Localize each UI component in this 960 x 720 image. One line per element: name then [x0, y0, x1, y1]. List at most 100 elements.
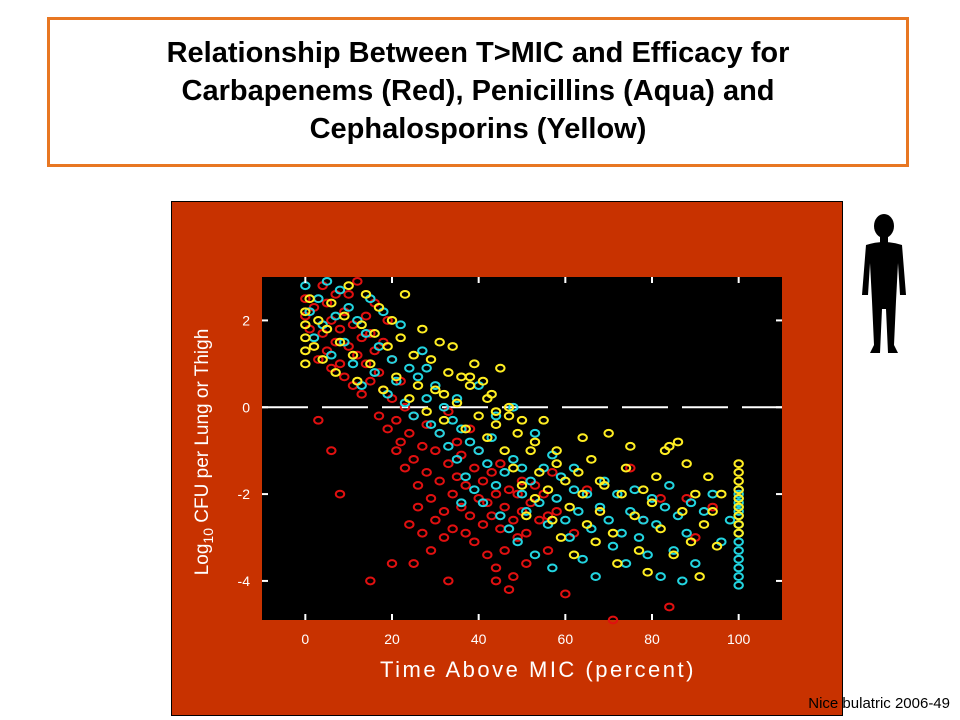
data-point-cephalosporins — [308, 342, 320, 351]
data-point-penicillins — [425, 420, 437, 430]
data-point-cephalosporins — [594, 507, 606, 516]
data-point-carbapenems — [447, 524, 458, 534]
data-point-penicillins — [469, 485, 480, 495]
data-point-penicillins — [456, 424, 467, 434]
data-point-carbapenems — [399, 402, 411, 412]
y-tick-label: -2 — [238, 486, 251, 502]
data-point-cephalosporins — [434, 337, 445, 347]
y-tick-label: 2 — [242, 312, 250, 328]
data-point-penicillins — [304, 307, 315, 317]
data-point-carbapenems — [404, 520, 415, 529]
data-point-penicillins — [733, 563, 744, 573]
data-point-cephalosporins — [300, 320, 311, 330]
data-point-carbapenems — [490, 576, 502, 586]
data-point-cephalosporins — [300, 359, 311, 369]
data-point-penicillins — [516, 489, 528, 499]
data-point-penicillins — [655, 572, 666, 581]
data-point-penicillins — [681, 528, 692, 538]
data-point-carbapenems — [477, 520, 489, 529]
data-point-carbapenems — [382, 424, 393, 434]
data-point-cephalosporins — [516, 481, 528, 490]
data-point-penicillins — [603, 515, 614, 525]
data-point-carbapenems — [560, 589, 571, 599]
data-point-carbapenems — [464, 511, 476, 521]
data-point-penicillins — [508, 454, 519, 464]
data-point-cephalosporins — [399, 289, 411, 299]
data-point-cephalosporins — [395, 333, 406, 343]
data-point-penicillins — [321, 276, 333, 286]
y-axis-label-prefix: Log — [192, 544, 213, 576]
data-point-cephalosporins — [373, 302, 385, 312]
data-point-cephalosporins — [508, 463, 519, 473]
data-point-cephalosporins — [542, 485, 554, 495]
data-point-cephalosporins — [499, 446, 510, 456]
data-point-cephalosporins — [352, 376, 363, 386]
data-point-carbapenems — [386, 559, 398, 568]
data-point-cephalosporins — [547, 515, 558, 525]
data-point-penicillins — [473, 446, 484, 456]
data-point-cephalosporins — [326, 298, 337, 308]
data-point-carbapenems — [352, 350, 363, 360]
data-point-penicillins — [499, 467, 510, 477]
data-point-penicillins — [434, 428, 445, 438]
data-point-carbapenems — [482, 550, 493, 560]
data-point-cephalosporins — [733, 467, 744, 477]
data-point-carbapenems — [625, 463, 636, 473]
data-point-penicillins — [464, 437, 476, 447]
data-point-cephalosporins — [378, 385, 389, 395]
data-point-carbapenems — [443, 576, 454, 586]
data-point-carbapenems — [417, 441, 428, 451]
data-point-carbapenems — [425, 494, 437, 503]
data-point-cephalosporins — [304, 294, 315, 304]
data-point-penicillins — [456, 498, 467, 508]
data-point-penicillins — [421, 394, 432, 403]
data-point-cephalosporins — [369, 329, 380, 338]
data-point-cephalosporins — [365, 359, 376, 369]
data-point-cephalosporins — [469, 359, 480, 369]
data-point-cephalosporins — [733, 502, 744, 512]
data-point-carbapenems — [443, 459, 454, 469]
data-point-cephalosporins — [512, 428, 523, 438]
data-point-cephalosporins — [716, 489, 727, 499]
data-point-cephalosporins — [703, 472, 714, 482]
chart-panel: 0 20 40 60 80 100 -4 -2 0 2 Time Above MIC (perce… — [171, 201, 843, 716]
data-point-cephalosporins — [391, 372, 402, 382]
data-point-cephalosporins — [646, 498, 658, 508]
data-point-carbapenems — [343, 289, 354, 299]
data-point-cephalosporins — [616, 489, 627, 499]
data-point-cephalosporins — [490, 420, 502, 430]
data-point-cephalosporins — [343, 281, 354, 291]
data-point-carbapenems — [434, 476, 445, 486]
data-point-carbapenems — [607, 615, 619, 625]
data-point-penicillins — [551, 494, 562, 503]
data-point-carbapenems — [542, 546, 554, 555]
data-point-penicillins — [646, 494, 658, 503]
data-point-cephalosporins — [490, 407, 502, 416]
data-point-carbapenems — [460, 481, 471, 490]
data-point-cephalosporins — [330, 368, 341, 377]
data-point-cephalosporins — [681, 459, 692, 469]
data-point-carbapenems — [334, 324, 346, 334]
data-point-carbapenems — [395, 437, 406, 447]
data-point-penicillins — [677, 576, 688, 586]
data-point-cephalosporins — [503, 402, 515, 412]
data-point-carbapenems — [512, 489, 523, 499]
data-point-cephalosporins — [503, 411, 515, 421]
data-point-cephalosporins — [534, 467, 545, 477]
data-point-cephalosporins — [477, 376, 489, 386]
data-point-carbapenems — [503, 485, 515, 495]
data-point-penicillins — [594, 502, 606, 512]
data-point-penicillins — [577, 554, 588, 564]
data-point-cephalosporins — [690, 489, 701, 499]
data-point-cephalosporins — [581, 520, 593, 529]
data-point-carbapenems — [360, 359, 372, 369]
data-point-carbapenems — [391, 415, 402, 425]
data-point-cephalosporins — [603, 428, 614, 438]
data-point-carbapenems — [339, 372, 350, 382]
data-point-cephalosporins — [668, 550, 679, 560]
data-points — [300, 276, 744, 625]
data-point-penicillins — [391, 376, 402, 386]
data-point-cephalosporins — [443, 368, 454, 377]
data-point-cephalosporins — [672, 437, 684, 447]
data-point-carbapenems — [417, 528, 428, 538]
